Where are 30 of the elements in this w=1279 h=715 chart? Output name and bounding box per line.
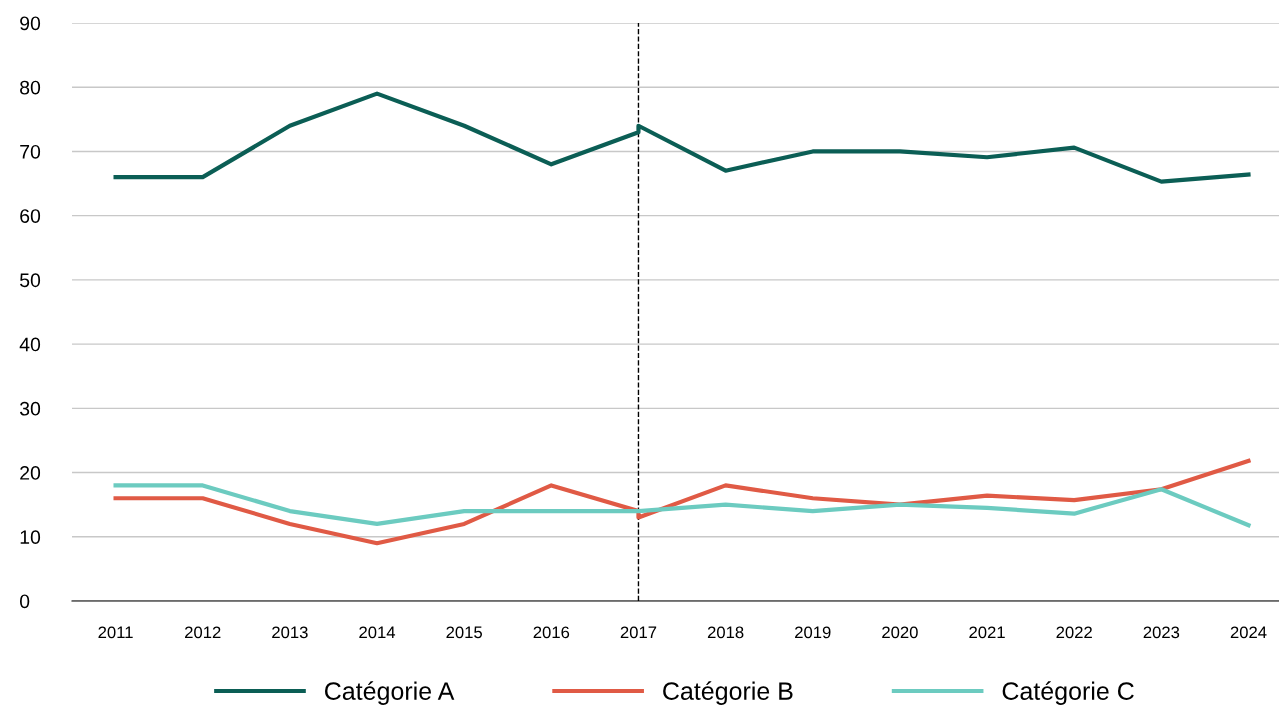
x-tick-label: 2024 <box>1230 626 1267 639</box>
x-tick-label: 2020 <box>882 626 918 639</box>
y-tick-label: 70 <box>20 144 41 159</box>
y-tick-label: 80 <box>20 80 41 95</box>
x-tick-label: 2017 <box>620 626 657 639</box>
x-tick-label: 2021 <box>969 626 1005 639</box>
x-tick-label: 2023 <box>1143 626 1180 639</box>
line-series <box>113 483 1251 528</box>
legend-label: Catégorie B <box>663 681 793 705</box>
y-tick-label: 10 <box>20 530 41 545</box>
y-tick-label: 0 <box>19 594 30 609</box>
x-tick-label: 2014 <box>359 626 396 639</box>
y-tick-label: 20 <box>20 466 41 480</box>
x-tick-label: 2015 <box>446 626 483 639</box>
y-tick-label: 40 <box>19 337 41 352</box>
y-tick-label: 60 <box>20 209 41 223</box>
legend-label: Catégorie A <box>325 681 455 705</box>
x-tick-label: 2018 <box>707 626 744 639</box>
line-series <box>113 91 1251 184</box>
x-tick-label: 2022 <box>1056 626 1092 639</box>
x-tick-label: 2012 <box>185 626 221 639</box>
y-tick-label: 30 <box>19 401 41 416</box>
line-series <box>113 458 1251 546</box>
legend-label: Catégorie C <box>1002 681 1134 705</box>
y-tick-label: 50 <box>20 273 41 288</box>
x-tick-label: 2016 <box>533 626 570 639</box>
y-tick-label: 90 <box>20 16 41 31</box>
x-tick-label: 2019 <box>795 626 831 639</box>
x-tick-label: 2011 <box>98 626 133 639</box>
x-tick-label: 2013 <box>272 626 308 639</box>
